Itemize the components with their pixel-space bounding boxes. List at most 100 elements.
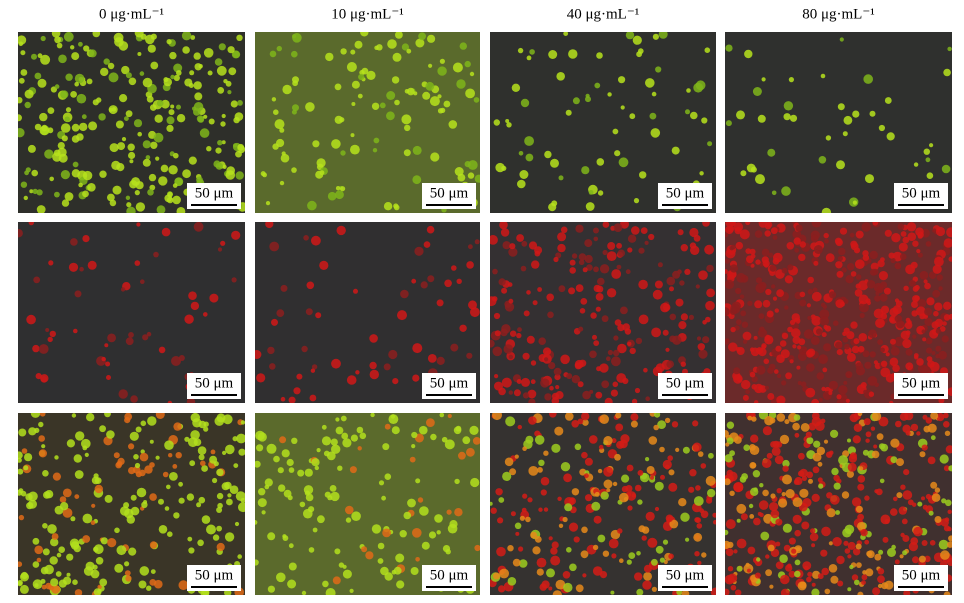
cell xyxy=(689,242,697,249)
cell xyxy=(910,423,919,432)
cell xyxy=(176,70,182,76)
cell xyxy=(121,65,130,75)
cell xyxy=(749,371,756,378)
cell xyxy=(613,349,620,357)
cell xyxy=(934,302,943,311)
cell xyxy=(342,438,352,448)
cell xyxy=(943,465,950,472)
cell xyxy=(651,91,657,97)
cell xyxy=(137,131,142,137)
cell xyxy=(934,516,942,523)
cell xyxy=(412,374,420,382)
cell xyxy=(117,142,126,151)
cell xyxy=(934,487,941,493)
cell xyxy=(913,526,923,537)
cell xyxy=(555,252,562,259)
cell xyxy=(255,430,265,441)
cell xyxy=(696,336,702,341)
cell xyxy=(754,230,763,238)
cell xyxy=(40,374,49,383)
cell xyxy=(903,469,910,476)
cell xyxy=(758,347,767,357)
cell xyxy=(276,572,286,583)
cell xyxy=(797,380,802,386)
cell xyxy=(817,477,823,483)
cell xyxy=(889,400,894,403)
cell xyxy=(524,136,534,146)
cell xyxy=(787,563,792,568)
cell xyxy=(838,385,848,395)
cell xyxy=(114,527,120,534)
cell xyxy=(749,248,756,255)
cell xyxy=(813,260,819,266)
cell xyxy=(911,280,916,285)
cell xyxy=(491,296,498,302)
cell xyxy=(125,337,134,346)
cell xyxy=(862,350,870,358)
cell xyxy=(296,373,303,380)
cell xyxy=(776,373,782,379)
cell xyxy=(837,103,845,111)
cell xyxy=(666,360,674,369)
cell xyxy=(769,584,774,589)
cell xyxy=(800,381,807,388)
cell xyxy=(129,180,138,189)
cell xyxy=(861,222,871,232)
cell xyxy=(762,299,771,308)
cell xyxy=(276,45,282,52)
cell xyxy=(593,284,601,293)
cell xyxy=(350,49,356,55)
cell xyxy=(156,205,166,213)
cell xyxy=(291,50,298,58)
cell xyxy=(735,287,742,295)
cell xyxy=(417,497,424,503)
cell xyxy=(761,248,770,257)
cell xyxy=(229,485,239,495)
cell xyxy=(622,377,629,385)
cell xyxy=(19,584,29,594)
cell xyxy=(741,321,749,328)
cell xyxy=(850,321,858,329)
cell xyxy=(902,535,910,542)
cell xyxy=(854,579,860,586)
cell xyxy=(521,377,530,387)
cell xyxy=(366,70,376,80)
cell xyxy=(680,512,690,522)
cell xyxy=(725,248,736,259)
cell xyxy=(107,193,115,202)
cell xyxy=(704,244,714,255)
cell xyxy=(680,361,686,367)
cell xyxy=(789,359,794,364)
cell xyxy=(28,499,37,509)
cell xyxy=(579,468,587,476)
cell xyxy=(436,356,445,365)
cell xyxy=(172,464,178,469)
cell xyxy=(776,289,784,297)
cell xyxy=(391,426,400,435)
cell xyxy=(279,180,285,186)
cell xyxy=(922,337,927,342)
cell xyxy=(237,143,245,151)
cell xyxy=(820,549,828,557)
cell xyxy=(916,249,921,254)
cell xyxy=(752,87,762,96)
cell xyxy=(168,165,178,175)
cell xyxy=(707,141,713,147)
cell xyxy=(448,120,458,129)
cell xyxy=(508,354,513,360)
cell xyxy=(517,179,526,189)
cell xyxy=(504,457,514,467)
cell xyxy=(473,97,480,103)
cell xyxy=(620,306,628,315)
cell xyxy=(297,469,305,477)
cell xyxy=(494,374,499,379)
cell xyxy=(865,568,874,577)
cell xyxy=(147,44,156,53)
scale-bar-label: 50 μm xyxy=(902,567,941,583)
cell xyxy=(128,332,134,338)
cell xyxy=(600,491,609,500)
micrograph-panel: 50 μm xyxy=(18,413,245,595)
cell xyxy=(357,93,363,99)
cell xyxy=(42,548,50,556)
cell xyxy=(97,584,102,590)
